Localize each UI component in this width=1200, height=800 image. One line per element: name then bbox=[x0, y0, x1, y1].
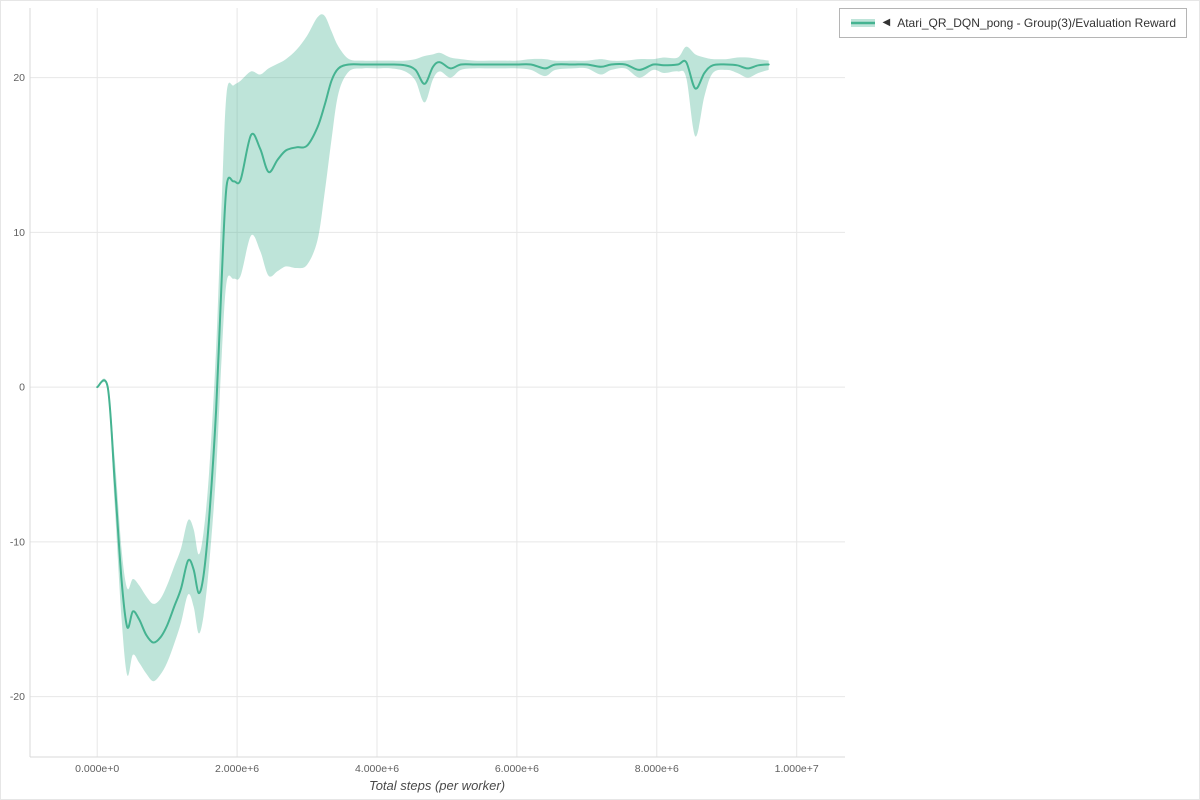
legend-swatch-icon bbox=[850, 19, 875, 27]
y-tick-label: 0 bbox=[19, 382, 25, 394]
axis-layer: 0.000e+0 2.000e+6 4.000e+6 6.000e+6 8.000e+6… bbox=[10, 8, 845, 775]
y-tick-label: 10 bbox=[13, 227, 25, 239]
legend-collapse-icon[interactable]: ◀ bbox=[882, 17, 891, 28]
legend-entry[interactable]: ◀ Atari_QR_DQN_pong - Group(3)/Evaluatio… bbox=[850, 16, 1176, 30]
mean-line bbox=[96, 59, 770, 644]
x-tick-label: 8.000e+6 bbox=[635, 763, 679, 775]
x-tick-label: 6.000e+6 bbox=[495, 763, 539, 775]
plot-layer bbox=[96, 14, 770, 682]
y-tick-label: -10 bbox=[10, 536, 25, 548]
legend-label: Atari_QR_DQN_pong - Group(3)/Evaluation … bbox=[897, 16, 1176, 30]
grid-layer bbox=[30, 8, 845, 757]
x-tick-label: 4.000e+6 bbox=[355, 763, 399, 775]
confidence-band bbox=[97, 14, 769, 682]
y-tick-label: -20 bbox=[10, 691, 25, 703]
plot-area[interactable] bbox=[30, 8, 845, 757]
x-tick-label: 2.000e+6 bbox=[215, 763, 259, 775]
y-tick-label: 20 bbox=[13, 72, 25, 84]
x-tick-label: 0.000e+0 bbox=[75, 763, 119, 775]
x-axis-title: Total steps (per worker) bbox=[369, 778, 505, 793]
legend: ◀ Atari_QR_DQN_pong - Group(3)/Evaluatio… bbox=[838, 8, 1187, 38]
x-tick-label: 1.000e+7 bbox=[775, 763, 819, 775]
